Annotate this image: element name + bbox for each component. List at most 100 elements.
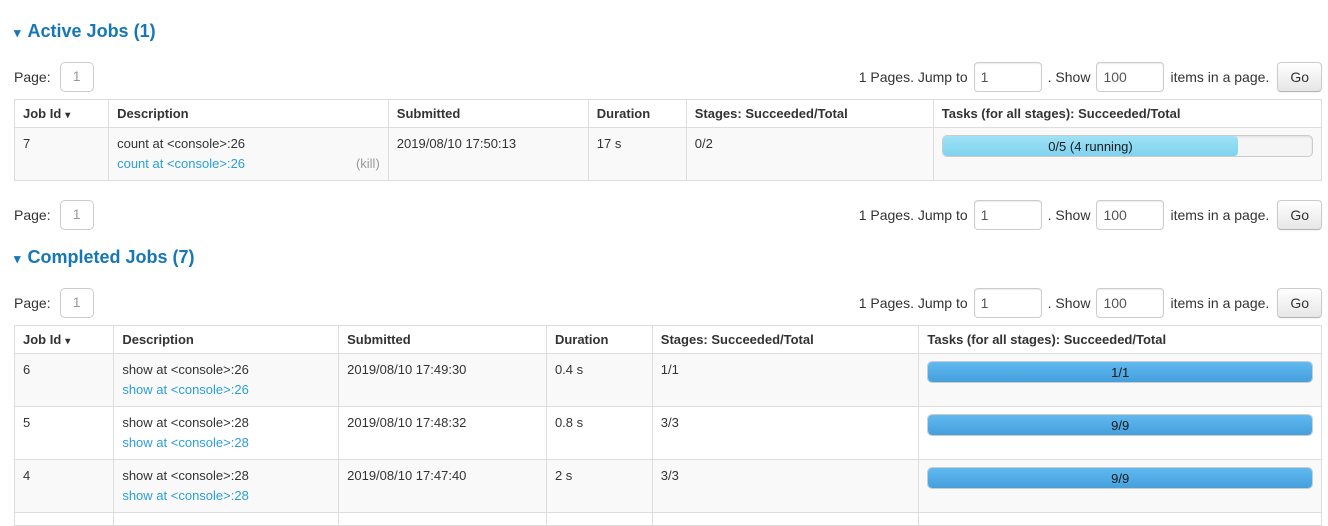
description-text: show at <console>:28: [122, 415, 249, 430]
stages-cell: 3/3: [651, 459, 920, 513]
progress-completed-fill: 9/9: [928, 468, 1312, 488]
description-text: show at <console>:26: [122, 362, 249, 377]
description-cell: show at <console>:26 show at <console>:2…: [113, 353, 340, 407]
job-id-cell: 6: [13, 353, 115, 407]
collapse-arrow-icon: ▾: [14, 25, 21, 40]
progress-label: 1/1: [1111, 365, 1130, 380]
column-header-tasks[interactable]: Tasks (for all stages): Succeeded/Total: [918, 325, 1322, 354]
progress-running-fill: 0/5 (4 running): [942, 136, 1239, 156]
column-header-stages[interactable]: Stages: Succeeded/Total: [651, 325, 920, 354]
submitted-cell: 2019/08/10 17:48:32: [338, 406, 547, 460]
column-header-duration[interactable]: Duration: [545, 325, 653, 354]
active-jobs-header[interactable]: ▾ Active Jobs (1): [14, 21, 1322, 42]
column-header-description[interactable]: Description: [113, 325, 340, 354]
job-detail-link[interactable]: count at <console>:26: [117, 156, 246, 171]
column-header-submitted[interactable]: Submitted: [387, 99, 589, 128]
job-detail-link[interactable]: show at <console>:28: [122, 488, 249, 503]
pages-jump-label: 1 Pages. Jump to: [858, 207, 968, 223]
duration-cell: 2 s: [545, 459, 653, 513]
table-row: 6 show at <console>:26 show at <console>…: [13, 353, 1322, 407]
items-in-page-label: items in a page.: [1170, 69, 1270, 85]
column-header-submitted[interactable]: Submitted: [338, 325, 547, 354]
go-button[interactable]: Go: [1277, 62, 1322, 92]
progress-completed-fill: 9/9: [928, 415, 1312, 435]
completed-table-header-row: Job Id ▾ Description Submitted Duration S…: [13, 325, 1322, 354]
jobs-page: ▾ Active Jobs (1) Page: 1 1 Pages. Jump …: [0, 21, 1328, 526]
column-header-job-id[interactable]: Job Id ▾: [13, 325, 115, 354]
pages-jump-label: 1 Pages. Jump to: [858, 69, 968, 85]
jump-to-page-input[interactable]: [973, 200, 1042, 230]
stages-cell: 0/2: [685, 127, 934, 181]
column-header-tasks[interactable]: Tasks (for all stages): Succeeded/Total: [932, 99, 1323, 128]
active-jobs-title: Active Jobs (1): [27, 21, 156, 41]
page-label: Page:: [14, 69, 51, 85]
items-per-page-input[interactable]: [1096, 288, 1165, 318]
tasks-progress-bar: 0/5 (4 running): [941, 135, 1313, 157]
description-cell: show at <console>:28 show at <console>:2…: [113, 459, 340, 513]
tasks-progress-bar: 9/9: [927, 414, 1313, 436]
completed-jobs-title: Completed Jobs (7): [27, 247, 195, 267]
tasks-cell: 0/5 (4 running): [932, 127, 1323, 181]
duration-cell: 0.8 s: [545, 406, 653, 460]
submitted-cell: 2019/08/10 17:50:13: [387, 127, 589, 181]
sort-desc-icon: ▾: [65, 110, 71, 121]
page-label: Page:: [14, 207, 51, 223]
progress-label: 9/9: [1111, 471, 1130, 486]
job-detail-link[interactable]: show at <console>:26: [122, 382, 249, 397]
job-id-cell: 5: [13, 406, 115, 460]
show-label: . Show: [1047, 207, 1091, 223]
go-button[interactable]: Go: [1277, 200, 1322, 230]
description-text: count at <console>:26: [117, 136, 246, 151]
pages-jump-label: 1 Pages. Jump to: [858, 295, 968, 311]
go-button[interactable]: Go: [1277, 288, 1322, 318]
duration-cell: 0.4 s: [545, 353, 653, 407]
submitted-cell: 2019/08/10 17:49:30: [338, 353, 547, 407]
submitted-cell: 2019/08/10 17:47:40: [338, 459, 547, 513]
progress-label: 0/5 (4 running): [1048, 139, 1133, 154]
job-id-cell: 7: [13, 127, 110, 181]
job-detail-link[interactable]: show at <console>:28: [122, 435, 249, 450]
tasks-progress-bar: 1/1: [927, 361, 1313, 383]
tasks-progress-bar: 9/9: [927, 467, 1313, 489]
active-jobs-table: Job Id ▾ Description Submitted Duration S…: [13, 99, 1323, 181]
description-cell: count at <console>:26 count at <console>…: [108, 127, 389, 181]
table-row: 5 show at <console>:28 show at <console>…: [13, 406, 1322, 460]
items-in-page-label: items in a page.: [1170, 207, 1270, 223]
show-label: . Show: [1047, 295, 1091, 311]
jump-to-page-input[interactable]: [973, 288, 1042, 318]
items-per-page-input[interactable]: [1096, 62, 1165, 92]
column-header-duration[interactable]: Duration: [587, 99, 687, 128]
items-per-page-input[interactable]: [1096, 200, 1165, 230]
completed-pagination-top: Page: 1 1 Pages. Jump to . Show items in…: [14, 288, 1322, 318]
table-row: 4 show at <console>:28 show at <console>…: [13, 459, 1322, 513]
tasks-cell: 1/1: [918, 353, 1322, 407]
progress-completed-fill: 1/1: [928, 362, 1312, 382]
active-pagination-top: Page: 1 1 Pages. Jump to . Show items in…: [14, 62, 1322, 92]
page-number-button[interactable]: 1: [59, 200, 94, 230]
active-table-header-row: Job Id ▾ Description Submitted Duration S…: [13, 99, 1323, 128]
progress-label: 9/9: [1111, 418, 1130, 433]
page-label: Page:: [14, 295, 51, 311]
active-pagination-bottom: Page: 1 1 Pages. Jump to . Show items in…: [14, 200, 1322, 230]
column-header-description[interactable]: Description: [108, 99, 389, 128]
page-number-button[interactable]: 1: [59, 62, 94, 92]
kill-job-link[interactable]: (kill): [355, 156, 380, 171]
column-header-job-id[interactable]: Job Id ▾: [13, 99, 110, 128]
items-in-page-label: items in a page.: [1170, 295, 1270, 311]
stages-cell: 1/1: [651, 353, 920, 407]
collapse-arrow-icon: ▾: [14, 251, 21, 266]
tasks-cell: 9/9: [918, 459, 1322, 513]
table-row: 7 count at <console>:26 count at <consol…: [13, 127, 1323, 181]
description-text: show at <console>:28: [122, 468, 249, 483]
description-cell: show at <console>:28 show at <console>:2…: [113, 406, 340, 460]
page-number-button[interactable]: 1: [59, 288, 94, 318]
job-id-cell: 4: [13, 459, 115, 513]
show-label: . Show: [1047, 69, 1091, 85]
duration-cell: 17 s: [587, 127, 687, 181]
sort-desc-icon: ▾: [65, 336, 71, 347]
stages-cell: 3/3: [651, 406, 920, 460]
column-header-stages[interactable]: Stages: Succeeded/Total: [685, 99, 934, 128]
tasks-cell: 9/9: [918, 406, 1322, 460]
jump-to-page-input[interactable]: [973, 62, 1042, 92]
completed-jobs-header[interactable]: ▾ Completed Jobs (7): [14, 247, 1322, 268]
